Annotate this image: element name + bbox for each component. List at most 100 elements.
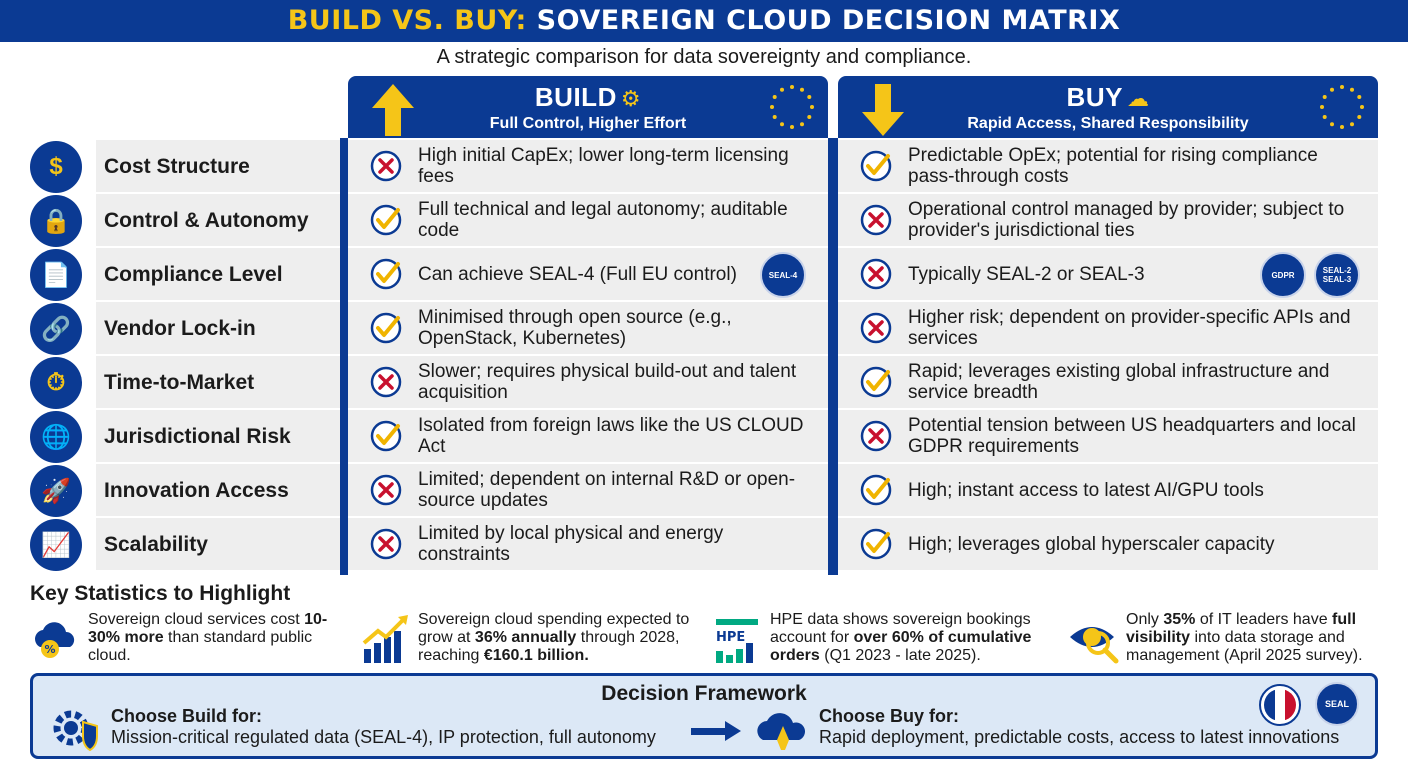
cross-icon <box>370 150 402 182</box>
matrix-row: 🌐 Jurisdictional Risk Isolated from fore… <box>0 410 1408 464</box>
seal-badge: SEAL <box>1315 682 1359 726</box>
eye-magnifier-icon <box>1070 627 1119 664</box>
hpe-logo-icon: HPE <box>716 619 758 663</box>
cross-icon <box>860 420 892 452</box>
title-bar: BUILD VS. BUY: SOVEREIGN CLOUD DECISION … <box>0 0 1408 42</box>
gear-shield-icon <box>53 710 98 752</box>
build-text: Limited; dependent on internal R&D or op… <box>418 469 796 511</box>
matrix-row: $ Cost Structure High initial CapEx; low… <box>0 140 1408 194</box>
check-icon <box>370 312 402 344</box>
cross-icon <box>370 366 402 398</box>
category-label: Cost Structure <box>104 155 250 178</box>
build-text: Isolated from foreign laws like the US C… <box>418 415 804 457</box>
build-text: Limited by local physical and energy con… <box>418 523 724 565</box>
globe-gavel-icon: 🌐 <box>30 411 82 463</box>
check-icon <box>860 528 892 560</box>
buy-text: Higher risk; dependent on provider-speci… <box>908 307 1351 349</box>
arrow-up-icon <box>372 84 414 136</box>
buy-text: High; instant access to latest AI/GPU to… <box>908 480 1264 501</box>
choose-buy-text: Rapid deployment, predictable costs, acc… <box>819 727 1340 747</box>
stat-text-part: HPE data shows sovereign bookings accoun… <box>770 611 1031 646</box>
hpe-logo-text: HPE <box>716 630 745 645</box>
choose-buy: Choose Buy for: Rapid deployment, predic… <box>819 706 1379 748</box>
category-cell <box>96 302 340 356</box>
buy-text: Rapid; leverages existing global infrast… <box>908 361 1330 403</box>
buy-cell: Predictable OpEx; potential for rising c… <box>838 140 1378 194</box>
stat-highlight: 36% annually <box>474 629 577 646</box>
french-flag-seal-icon <box>1259 684 1301 726</box>
svg-text:%: % <box>44 643 55 656</box>
matrix-row: ⏱ Time-to-Market Slower; requires physic… <box>0 356 1408 410</box>
category-label: Compliance Level <box>104 263 283 286</box>
arrow-right-icon <box>691 721 741 741</box>
build-cell: Isolated from foreign laws like the US C… <box>348 410 828 464</box>
buy-cell: Higher risk; dependent on provider-speci… <box>838 302 1378 356</box>
check-icon <box>860 474 892 506</box>
matrix-row: 📄 Compliance Level Can achieve SEAL-4 (F… <box>0 248 1408 302</box>
build-cell: Slower; requires physical build-out and … <box>348 356 828 410</box>
build-column-border <box>340 138 348 575</box>
build-text: High initial CapEx; lower long-term lice… <box>418 145 789 187</box>
choose-buy-label: Choose Buy for: <box>819 706 960 726</box>
stat-text-part: Sovereign cloud services cost <box>88 611 305 628</box>
money-bag-icon: $ <box>30 141 82 193</box>
cross-icon <box>860 204 892 236</box>
buy-cell: Potential tension between US headquarter… <box>838 410 1378 464</box>
column-divider <box>828 138 838 575</box>
stats-title: Key Statistics to Highlight <box>30 582 291 605</box>
matrix-row: 📈 Scalability Limited by local physical … <box>0 518 1408 572</box>
check-icon <box>370 258 402 290</box>
category-cell <box>96 140 340 194</box>
stat-text-part: than standard public cloud. <box>88 629 313 664</box>
buy-title: BUY <box>1066 82 1123 112</box>
cloud-percent-icon: % <box>35 622 75 658</box>
rocket-icon: 🚀 <box>30 465 82 517</box>
stat-highlight: full visibility <box>1126 611 1357 646</box>
stat-highlight: 10-30% more <box>88 611 328 646</box>
eu-stars-icon <box>1320 85 1364 129</box>
cross-icon <box>860 258 892 290</box>
category-label: Time-to-Market <box>104 371 255 394</box>
page-title: BUILD VS. BUY: SOVEREIGN CLOUD DECISION … <box>0 0 1408 42</box>
build-text: Full technical and legal autonomy; audit… <box>418 199 788 241</box>
build-subtitle: Full Control, Higher Effort <box>489 115 687 132</box>
matrix-row: 🔗 Vendor Lock-in Minimised through open … <box>0 302 1408 356</box>
build-cell: Can achieve SEAL-4 (Full EU control) SEA… <box>348 248 828 302</box>
build-cell: Limited by local physical and energy con… <box>348 518 828 572</box>
framework-title: Decision Framework <box>601 682 807 705</box>
buy-cell: Typically SEAL-2 or SEAL-3 GDPR SEAL-2 SE… <box>838 248 1378 302</box>
decision-framework: Decision Framework Choose Build for: Mis… <box>30 673 1378 759</box>
title-main: SOVEREIGN CLOUD DECISION MATRIX <box>526 5 1121 36</box>
category-label: Jurisdictional Risk <box>104 425 291 448</box>
choose-build-text: Mission-critical regulated data (SEAL-4)… <box>111 727 656 747</box>
cloud-download-icon: ☁ <box>1126 86 1150 111</box>
gdpr-badge: GDPR <box>1260 252 1306 298</box>
buy-text: High; leverages global hyperscaler capac… <box>908 534 1275 555</box>
buy-text: Typically SEAL-2 or SEAL-3 <box>908 264 1145 285</box>
stat-highlight: 35% <box>1163 611 1196 628</box>
build-cell: Minimised through open source (e.g., Ope… <box>348 302 828 356</box>
cross-icon <box>370 528 402 560</box>
category-cell <box>96 194 340 248</box>
buy-cell: High; instant access to latest AI/GPU to… <box>838 464 1378 518</box>
build-column-header: BUILD ⚙ Full Control, Higher Effort <box>348 76 828 138</box>
stat-text-part: into data storage and management (April … <box>1126 629 1363 664</box>
stat-text: Sovereign cloud spending expected to gro… <box>418 611 700 665</box>
build-title: BUILD <box>534 82 617 112</box>
build-cell: High initial CapEx; lower long-term lice… <box>348 140 828 194</box>
stat-text-part: through 2028, reaching <box>418 629 680 664</box>
gear-icon: ⚙ <box>620 86 642 111</box>
check-icon <box>860 366 892 398</box>
buy-text: Predictable OpEx; potential for rising c… <box>908 145 1318 187</box>
eu-stars-icon <box>770 85 814 129</box>
page-subtitle: A strategic comparison for data sovereig… <box>436 46 972 68</box>
check-icon <box>370 420 402 452</box>
seal-2-3-badge: SEAL-2 SEAL-3 <box>1314 252 1360 298</box>
buy-text: Potential tension between US headquarter… <box>908 415 1356 457</box>
stat-text: Only 35% of IT leaders have full visibil… <box>1126 611 1386 665</box>
stat-text-part: (Q1 2023 - late 2025). <box>819 647 981 664</box>
lock-icon: 🔒 <box>30 195 82 247</box>
buy-cell: Operational control managed by provider;… <box>838 194 1378 248</box>
stat-highlight: €160.1 billion. <box>483 647 589 664</box>
stat-text: HPE data shows sovereign bookings accoun… <box>770 611 1052 665</box>
